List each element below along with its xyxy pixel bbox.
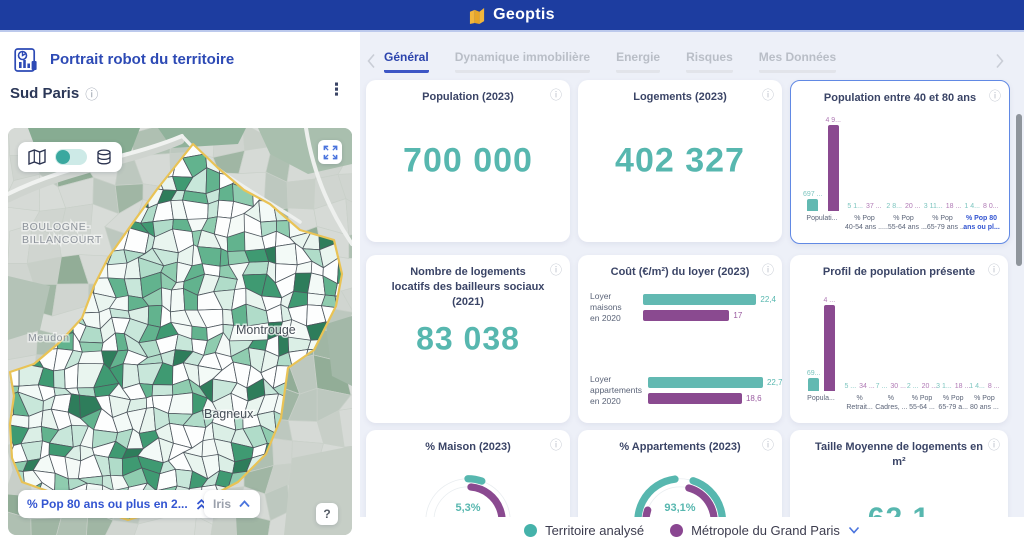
tab-bar: Général Dynamique immobilière Energie Risqu… [360, 44, 1024, 78]
donut-center-value: 5,3% [455, 502, 481, 514]
kebab-menu-icon[interactable]: ⋮ [328, 80, 345, 100]
info-icon[interactable]: ⓘ [549, 88, 562, 102]
tab-4[interactable]: Mes Données [758, 50, 837, 73]
info-icon[interactable]: ⓘ [549, 263, 562, 277]
brand-name: Geoptis [493, 6, 555, 23]
card-title: Profil de population présente [822, 266, 976, 278]
kpi-value: 83 038 [416, 320, 520, 357]
brand: Geoptis [469, 6, 555, 24]
double-chevron-up-icon [196, 498, 206, 510]
chevron-up-icon [239, 500, 250, 508]
tab-3[interactable]: Risques [686, 50, 733, 73]
layer-toggle-knob [56, 150, 70, 164]
card-title: Logements (2023) [633, 91, 727, 103]
card-title: Population entre 40 et 80 ans [823, 92, 977, 104]
page-title: Portrait robot du territoire [50, 51, 235, 68]
grouped-bar-chart: 69... 4 ... Popula... 5 ... 34 ...% Retrait..… [806, 297, 1000, 412]
card-title: Taille Moyenne de logements en m² [815, 441, 983, 468]
report-document-icon [14, 48, 37, 72]
map-layer-controls [18, 142, 122, 172]
map-city-label: Meudon [28, 332, 70, 344]
tab-2[interactable]: Energie [616, 50, 661, 73]
map-city-label: Bagneux [204, 407, 254, 421]
map-city-label: BILLANCOURT [22, 234, 102, 246]
info-icon[interactable]: ⓘ [761, 438, 774, 452]
card-population-40-80[interactable]: Population entre 40 et 80 ans ⓘ 697 ... 4… [790, 80, 1010, 244]
info-icon[interactable]: ⓘ [761, 88, 774, 102]
map-level-label: Iris [213, 497, 232, 511]
map-city-label: Montrouge [236, 323, 296, 337]
grouped-bar-chart: 697 ... 4 9... Populati... 5 1... 37 ...% Po… [802, 117, 1000, 232]
legend-label: Territoire analysé [545, 522, 645, 538]
map-city-label: BOULOGNE- [22, 221, 90, 233]
tab-list: Général Dynamique immobilière Energie Risqu… [384, 50, 837, 73]
map-variable-label: % Pop 80 ans ou plus en 2... [27, 497, 188, 511]
top-navbar: Geoptis [0, 0, 1024, 32]
panel-scrollbar[interactable] [1015, 84, 1022, 537]
left-panel: Portrait robot du territoire Sud Paris ⓘ… [0, 32, 360, 543]
legend-territoire: Territoire analysé [524, 523, 644, 538]
tab-0[interactable]: Général [384, 50, 429, 73]
tabs-prev-button[interactable] [360, 53, 382, 69]
card-title: Coût (€/m²) du loyer (2023) [610, 266, 750, 278]
info-icon[interactable]: ⓘ [761, 263, 774, 277]
map-fullscreen-button[interactable] [318, 140, 342, 164]
territory-info-icon[interactable]: ⓘ [85, 88, 99, 103]
chart-legend: Territoire analysé Métropole du Grand Pa… [360, 517, 1024, 543]
card-title: % Appartements (2023) [619, 441, 741, 453]
card-logements[interactable]: Logements (2023) ⓘ 402 327 [578, 80, 782, 242]
info-icon[interactable]: ⓘ [987, 263, 1000, 277]
card-title: % Maison (2023) [425, 441, 511, 453]
layer-toggle[interactable] [55, 149, 87, 165]
donut-center-value: 93,1% [664, 502, 696, 514]
kpi-value: 700 000 [403, 141, 533, 180]
tab-1[interactable]: Dynamique immobilière [454, 50, 591, 73]
expand-icon [323, 145, 337, 159]
map-level-selector[interactable]: Iris [204, 490, 261, 518]
choropleth-map[interactable]: BOULOGNE- BILLANCOURT Meudon Montrouge Bagne… [8, 128, 352, 535]
card-bailleurs-sociaux[interactable]: Nombre de logements locatifs des bailleu… [366, 255, 570, 423]
chevron-right-icon [995, 53, 1004, 69]
chevron-left-icon [366, 53, 375, 69]
info-icon[interactable]: ⓘ [549, 438, 562, 452]
scrollbar-thumb[interactable] [1016, 114, 1022, 266]
card-profil-population[interactable]: Profil de population présente ⓘ 69... 4 .… [790, 255, 1008, 423]
card-cout-loyer[interactable]: Coût (€/m²) du loyer (2023) ⓘ Loyer mais… [578, 255, 782, 423]
territory-header: Sud Paris ⓘ [10, 84, 98, 103]
info-icon[interactable]: ⓘ [987, 438, 1000, 452]
card-title: Population (2023) [422, 91, 514, 103]
legend-metropole[interactable]: Métropole du Grand Paris [670, 523, 860, 538]
card-population[interactable]: Population (2023) ⓘ 700 000 [366, 80, 570, 242]
legend-label: Métropole du Grand Paris [691, 522, 840, 538]
kpi-value: 402 327 [615, 141, 745, 180]
info-icon[interactable]: ⓘ [988, 89, 1001, 103]
card-title: Nombre de logements locatifs des bailleu… [391, 266, 545, 308]
tabs-next-button[interactable] [988, 44, 1010, 78]
report-header: Portrait robot du territoire [14, 46, 234, 73]
territory-name: Sud Paris [10, 85, 80, 102]
map-help-button[interactable]: ? [316, 503, 338, 525]
map-canvas: BOULOGNE-BILLANCOURT Meudon Montrouge Bagne… [8, 128, 352, 535]
data-layers-icon[interactable] [96, 149, 112, 165]
chevron-down-icon [848, 526, 860, 534]
legend-dot-teal [524, 523, 538, 537]
dashboard-panel: Général Dynamique immobilière Energie Risqu… [360, 32, 1024, 543]
map-variable-selector[interactable]: % Pop 80 ans ou plus en 2... [18, 490, 217, 518]
hbar-chart: Loyer maisons en 2020 22,4 17 Loyer apparteme… [590, 291, 782, 406]
legend-dot-purple [670, 523, 684, 537]
geoptis-logo-icon [470, 7, 485, 24]
basemap-icon[interactable] [28, 149, 46, 165]
